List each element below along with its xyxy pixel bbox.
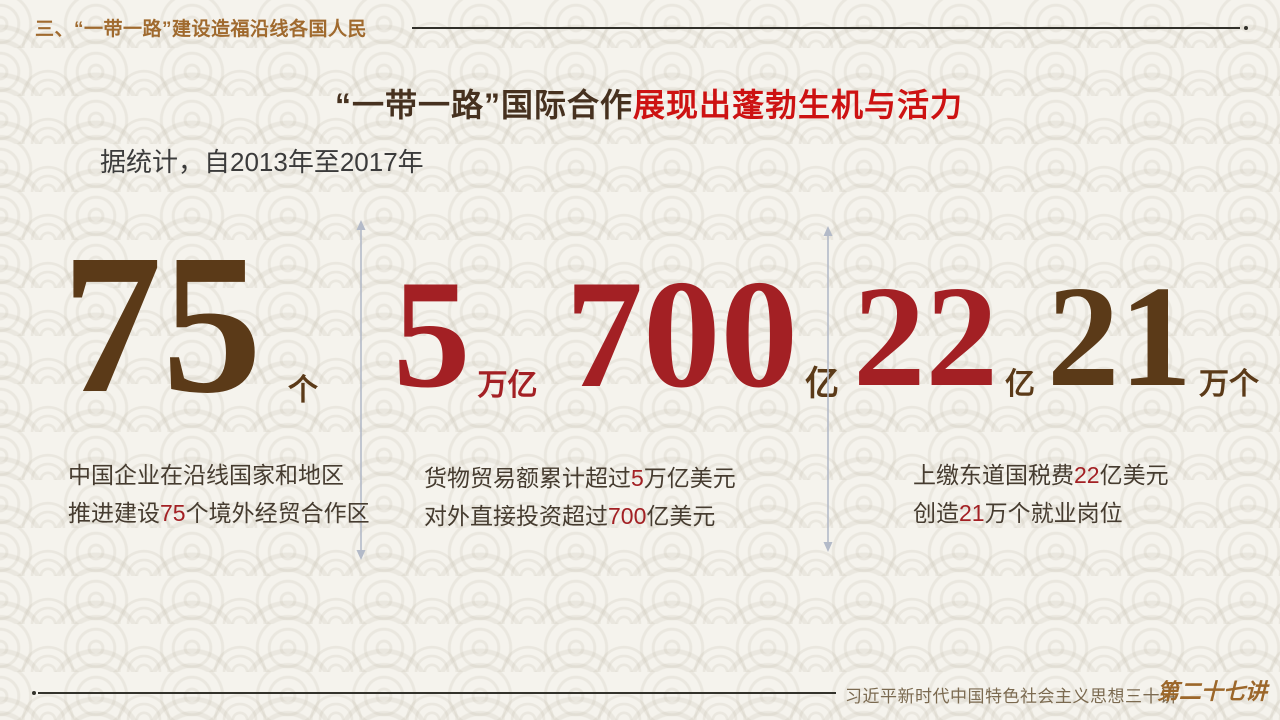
stat-unit-yi-700: 亿 — [805, 365, 839, 403]
desc-text: 对外直接投资超过 — [424, 503, 608, 529]
stat-number-tax-jobs: 22 亿 21 万个 — [853, 265, 1259, 410]
desc-text: 亿美元 — [1099, 462, 1169, 488]
desc-text: 万亿美元 — [643, 465, 736, 491]
stat-value-21: 21 — [1047, 257, 1192, 417]
stat-value-75: 75 — [62, 214, 262, 435]
stat-unit-wange: 万个 — [1199, 368, 1259, 401]
title-dark-part: “一带一路”国际合作 — [334, 87, 633, 123]
title-red-part: 展现出蓬勃生机与活力 — [633, 87, 964, 123]
stat-value-5: 5 — [393, 248, 471, 420]
desc-text: 货物贸易额累计超过 — [424, 465, 631, 491]
divider-arrow-left — [356, 220, 366, 560]
desc-highlight: 700 — [608, 503, 647, 529]
desc-text: 个境外经贸合作区 — [185, 500, 370, 526]
desc-highlight: 21 — [959, 500, 985, 526]
stat-desc-tax-jobs: 上缴东道国税费22亿美元 创造21万个就业岗位 — [913, 456, 1169, 532]
stat-number-trade-investment: 5 万亿 700 亿 — [393, 257, 839, 412]
footer-book-title: 习近平新时代中国特色社会主义思想三十讲 — [845, 687, 1178, 706]
desc-highlight: 5 — [631, 465, 644, 491]
desc-line: 对外直接投资超过700亿美元 — [424, 497, 736, 535]
header-rule — [412, 26, 1248, 30]
footer-rule-dot — [32, 691, 36, 695]
desc-highlight: 75 — [160, 500, 186, 526]
stat-value-22: 22 — [853, 257, 998, 417]
page-title: “一带一路”国际合作展现出蓬勃生机与活力 — [0, 80, 1280, 126]
stat-unit-ge: 个 — [288, 374, 318, 407]
desc-line: 上缴东道国税费22亿美元 — [913, 456, 1169, 494]
desc-text: 中国企业在沿线国家和地区 — [68, 462, 344, 488]
footer-lecture-number: 第二十七讲 — [1157, 679, 1268, 704]
desc-line: 中国企业在沿线国家和地区 — [68, 456, 370, 494]
stat-desc-coop-zones: 中国企业在沿线国家和地区 推进建设75个境外经贸合作区 — [68, 456, 370, 532]
desc-line: 推进建设75个境外经贸合作区 — [68, 494, 370, 532]
footer-rule — [32, 691, 836, 695]
section-title: 三、“一带一路”建设造福沿线各国人民 — [35, 19, 368, 40]
header-rule-dot — [1244, 26, 1248, 30]
stat-unit-wanyi: 万亿 — [477, 369, 538, 402]
desc-line: 创造21万个就业岗位 — [913, 494, 1169, 532]
desc-text: 创造 — [913, 500, 959, 526]
desc-text: 上缴东道国税费 — [913, 462, 1074, 488]
desc-line: 货物贸易额累计超过5万亿美元 — [424, 459, 736, 497]
desc-text: 亿美元 — [646, 503, 716, 529]
desc-text: 万个就业岗位 — [984, 500, 1123, 526]
stat-value-700: 700 — [565, 248, 799, 420]
stat-number-coop-zones: 75 个 — [62, 225, 318, 425]
desc-text: 推进建设 — [68, 500, 160, 526]
subtitle: 据统计，自2013年至2017年 — [100, 147, 424, 177]
desc-highlight: 22 — [1074, 462, 1100, 488]
stat-desc-trade-investment: 货物贸易额累计超过5万亿美元 对外直接投资超过700亿美元 — [424, 459, 736, 535]
stat-unit-yi-22: 亿 — [1005, 368, 1035, 401]
divider-arrow-right — [823, 226, 833, 552]
